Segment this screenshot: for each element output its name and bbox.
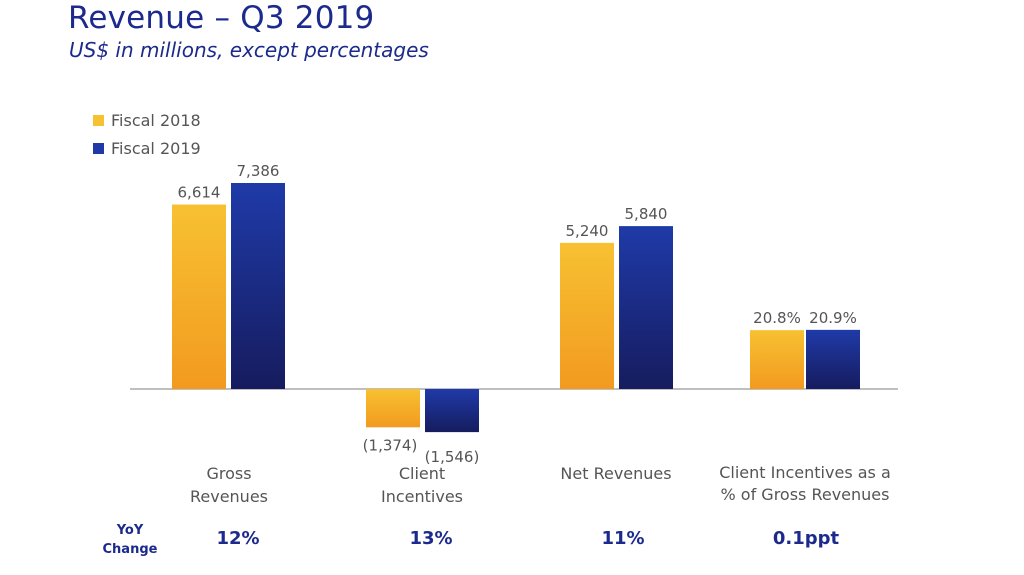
bar-fiscal-2018-client-incentives: [366, 389, 420, 428]
category-label-incentives-pct: Client Incentives as a % of Gross Revenu…: [719, 463, 891, 504]
yoy-gross-revenues: 12%: [216, 528, 260, 549]
category-label-net-revenues: Net Revenues: [560, 464, 672, 483]
legend-item-fiscal-2018: Fiscal 2018: [93, 106, 201, 134]
page-title: Revenue – Q3 2019: [68, 0, 375, 36]
bar-fiscal-2019-client-incentives: [425, 389, 479, 433]
yoy-net-revenues: 11%: [601, 528, 645, 549]
category-label-client-incentives: Client Incentives: [380, 464, 463, 506]
yoy-change-label: YoY Change: [102, 523, 158, 557]
category-label-gross-revenues: Gross Revenues: [189, 464, 268, 506]
bar-fiscal-2019-gross-revenues: [231, 183, 285, 389]
data-label-fiscal-2018-client-incentives: (1,374): [363, 436, 418, 454]
data-label-fiscal-2018-incentives-pct: 20.8%: [753, 309, 801, 327]
data-label-fiscal-2019-gross-revenues: 7,386: [237, 162, 280, 180]
data-label-fiscal-2019-incentives-pct: 20.9%: [809, 309, 857, 327]
legend-swatch-fiscal-2018: [93, 114, 104, 126]
data-label-fiscal-2018-gross-revenues: 6,614: [178, 184, 221, 202]
page-subtitle: US$ in millions, except percentages: [69, 38, 429, 62]
data-label-fiscal-2019-client-incentives: (1,546): [425, 448, 480, 466]
bar-fiscal-2019-net-revenues: [619, 226, 673, 389]
yoy-client-incentives: 13%: [409, 528, 453, 549]
bar-fiscal-2018-incentives-pct: [750, 330, 804, 389]
legend-swatch-fiscal-2019: [93, 142, 104, 154]
legend-label-fiscal-2019: Fiscal 2019: [111, 138, 201, 158]
data-label-fiscal-2018-net-revenues: 5,240: [566, 222, 609, 240]
chart-legend: Fiscal 2018 Fiscal 2019: [93, 106, 201, 162]
legend-item-fiscal-2019: Fiscal 2019: [93, 134, 201, 162]
bar-fiscal-2018-net-revenues: [560, 242, 614, 389]
legend-label-fiscal-2018: Fiscal 2018: [111, 110, 201, 130]
data-label-fiscal-2019-net-revenues: 5,840: [625, 205, 668, 223]
bar-fiscal-2018-gross-revenues: [172, 204, 226, 389]
bar-fiscal-2019-incentives-pct: [806, 329, 860, 389]
yoy-incentives-pct: 0.1ppt: [772, 528, 840, 549]
